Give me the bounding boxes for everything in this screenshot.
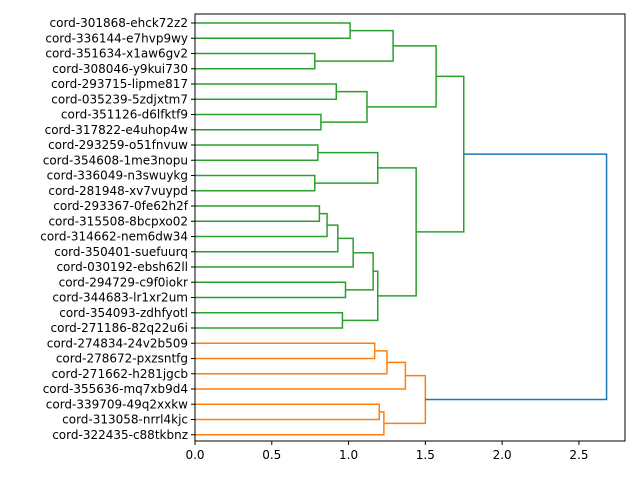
dendrogram-link — [195, 22, 351, 39]
x-tick-label: 0.5 — [262, 448, 281, 462]
dendrogram-link — [195, 281, 347, 299]
leaf-label: cord-339709-49q2xxkw — [46, 397, 188, 411]
dendrogram-link — [195, 83, 338, 100]
dendrogram-link — [345, 251, 374, 291]
x-tick-label: 2.0 — [493, 448, 512, 462]
leaf-label: cord-294729-c9f0iokr — [59, 275, 188, 289]
leaf-label: cord-336144-e7hvp9wy — [45, 31, 188, 45]
dendrogram-link — [195, 342, 376, 360]
leaf-label: cord-336049-n3swuykg — [47, 169, 188, 183]
dendrogram-link — [383, 374, 427, 425]
dendrogram-link — [195, 113, 322, 131]
dendrogram-link — [195, 52, 316, 70]
dendrogram-link — [195, 144, 319, 161]
x-axis: 0.0 0.5 1.0 1.5 2.0 2.5 — [185, 441, 588, 462]
leaf-label: cord-351634-x1aw6gv2 — [45, 47, 188, 61]
dendrogram-link — [320, 90, 368, 123]
dendrogram-link — [367, 45, 437, 108]
dendrogram-links — [195, 22, 608, 436]
leaf-label: cord-301868-ehck72z2 — [50, 16, 189, 30]
dendrogram-link — [195, 350, 388, 375]
dendrogram-link — [195, 205, 321, 222]
leaf-labels: cord-301868-ehck72z2cord-336144-e7hvp9wy… — [40, 16, 195, 442]
dendrogram-link — [314, 151, 379, 184]
x-tick-label: 0.0 — [185, 448, 204, 462]
leaf-label: cord-281948-xv7vuypd — [48, 184, 188, 198]
leaf-label: cord-344683-lr1xr2um — [52, 291, 188, 305]
dendrogram-link — [195, 174, 316, 192]
leaf-label: cord-274834-24v2b509 — [47, 336, 188, 350]
dendrogram-link — [416, 75, 465, 233]
dendrogram-link — [314, 29, 394, 62]
leaf-label: cord-293259-o51fnvuw — [48, 138, 188, 152]
plot-frame — [194, 13, 626, 442]
dendrogram-link — [195, 403, 381, 421]
leaf-label: cord-314662-nem6dw34 — [40, 230, 188, 244]
leaf-label: cord-350401-suefuurq — [54, 245, 188, 259]
leaf-label: cord-271662-h281jgcb — [52, 367, 188, 381]
x-tick-label: 1.5 — [416, 448, 435, 462]
dendrogram-link — [425, 153, 608, 401]
leaf-label: cord-278672-pxzsntfg — [56, 352, 188, 366]
leaf-label: cord-035239-5zdjxtm7 — [51, 92, 188, 106]
leaf-label: cord-351126-d6lfktf9 — [61, 108, 188, 122]
dendrogram-link — [377, 167, 417, 297]
dendrogram-link — [195, 237, 354, 268]
leaf-label: cord-322435-c88tkbnz — [52, 428, 188, 442]
leaf-label: cord-354608-1me3nopu — [43, 153, 188, 167]
leaf-label: cord-355636-mq7xb9d4 — [43, 382, 188, 396]
dendrogram-link — [195, 411, 385, 436]
dendrogram-link — [195, 312, 344, 329]
dendrogram-link — [195, 361, 407, 390]
leaf-label: cord-030192-ebsh62ll — [56, 260, 188, 274]
leaf-label: cord-293715-lipme817 — [51, 77, 188, 91]
leaf-label: cord-354093-zdhfyotl — [59, 306, 188, 320]
x-tick-label: 2.5 — [569, 448, 588, 462]
dendrogram-link — [195, 224, 339, 253]
dendrogram-link — [195, 212, 328, 238]
leaf-label: cord-313058-nrrl4kjc — [62, 413, 188, 427]
leaf-label: cord-308046-y9kui730 — [52, 62, 188, 76]
x-tick-label: 1.0 — [339, 448, 358, 462]
leaf-label: cord-315508-8bcpxo02 — [48, 214, 188, 228]
leaf-label: cord-293367-0fe62h2f — [53, 199, 189, 213]
leaf-label: cord-271186-82q22u6i — [51, 321, 188, 335]
leaf-label: cord-317822-e4uhop4w — [45, 123, 189, 137]
